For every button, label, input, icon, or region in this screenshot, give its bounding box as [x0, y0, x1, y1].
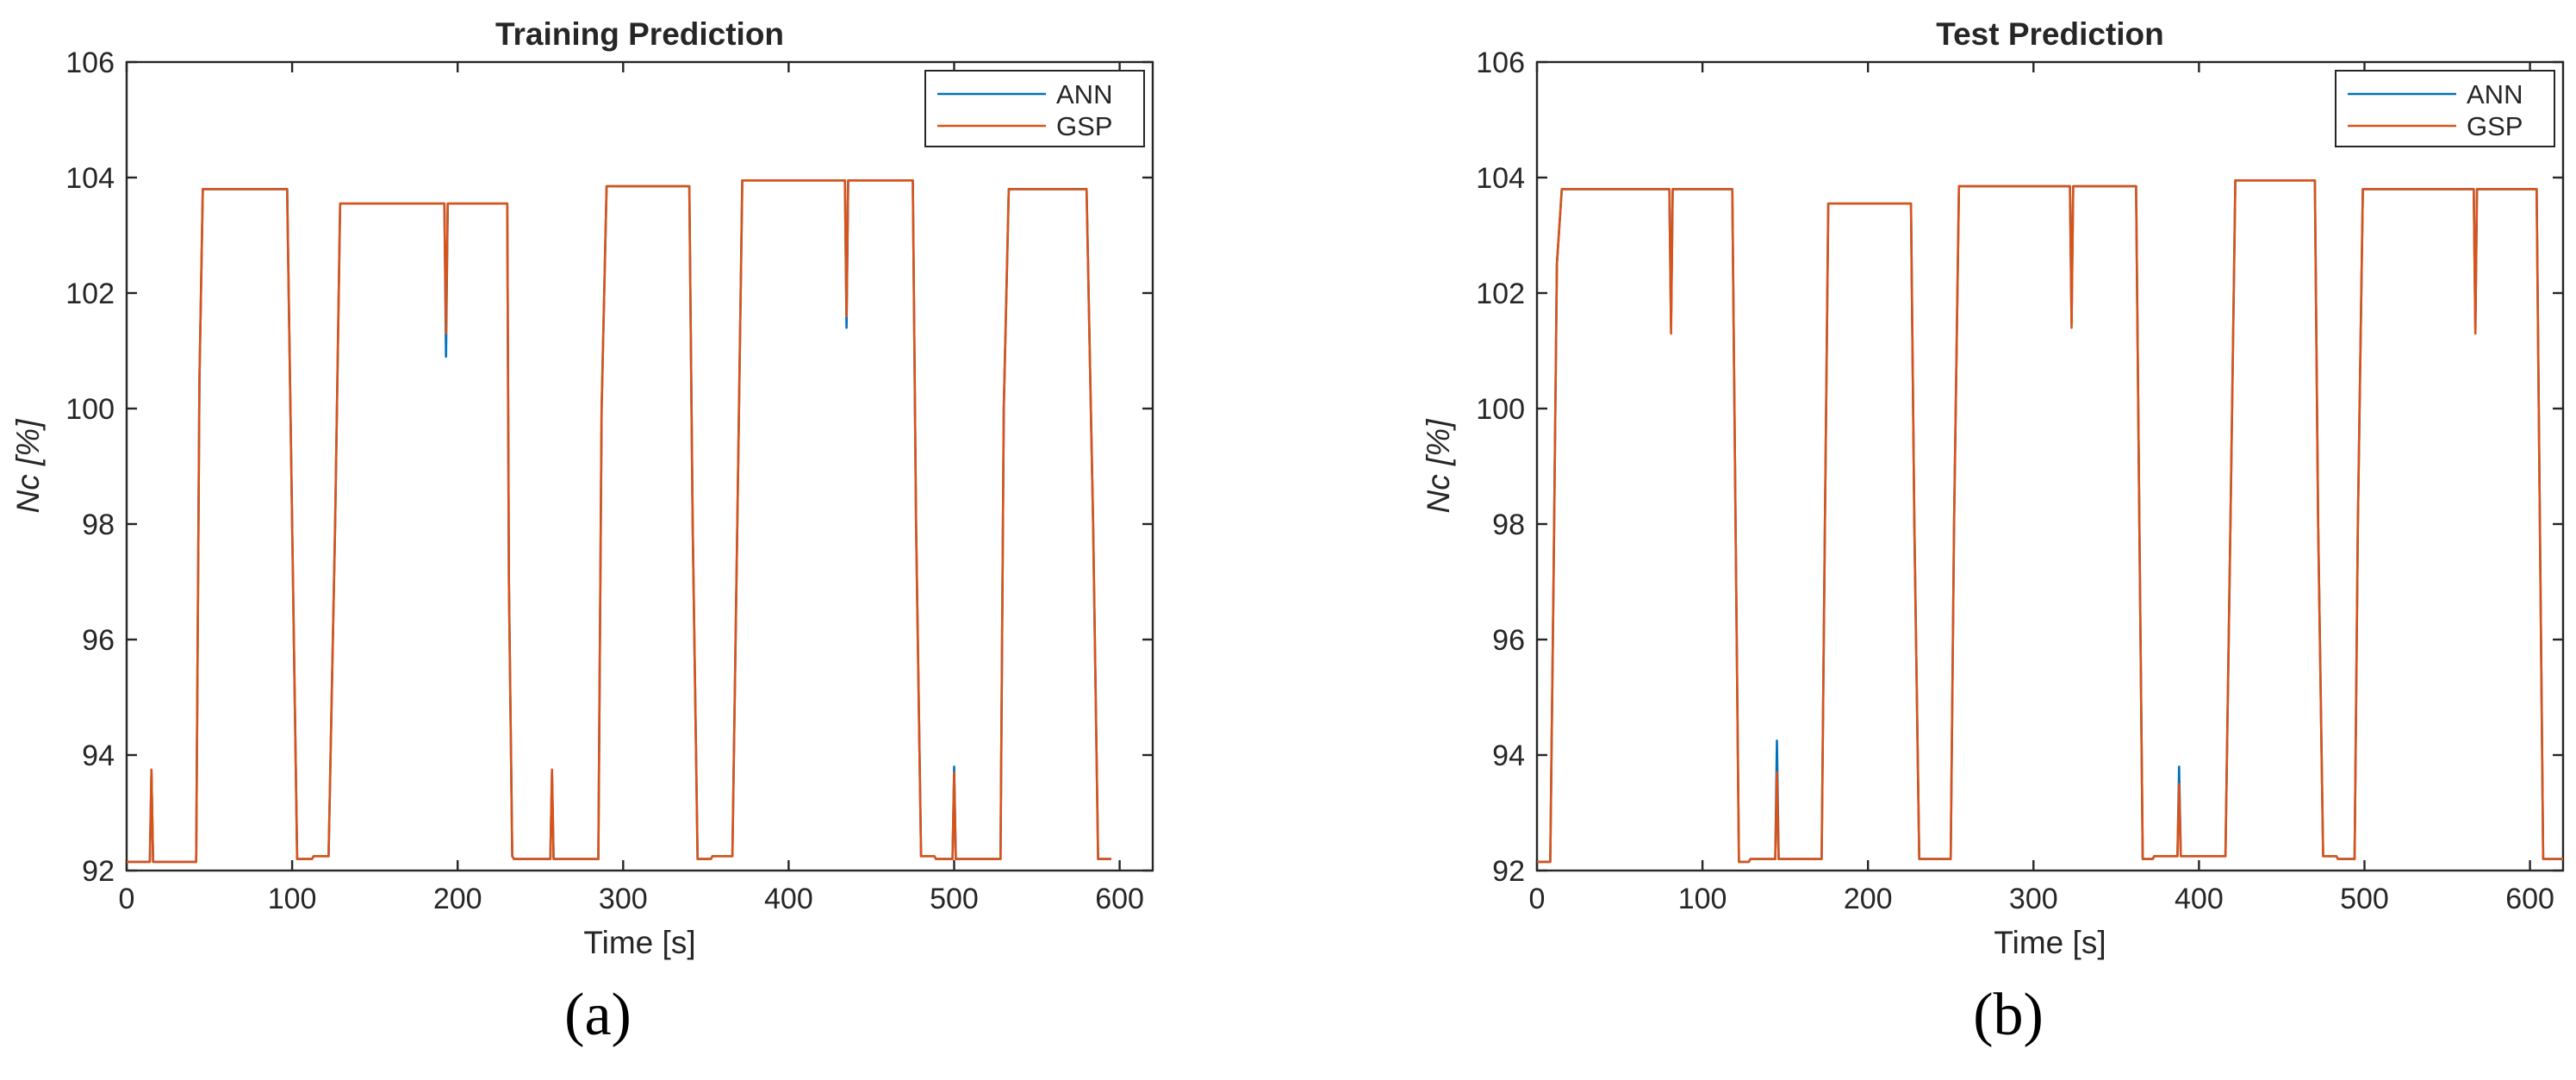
y-tick-label: 92	[82, 855, 115, 888]
y-tick-label: 104	[1476, 162, 1525, 195]
chart-test-prediction: 0 100 200 300 400 500 600 92 94 96 98 100 102 104 106 T…	[1421, 16, 2565, 960]
y-tick-label: 100	[1476, 393, 1525, 426]
legend-box	[2335, 70, 2555, 147]
y-tick-label: 96	[1492, 624, 1525, 657]
x-tick-label: 400	[2175, 883, 2224, 915]
plot-area-frame	[1535, 60, 2565, 872]
legend-label-gsp: GSP	[2467, 111, 2523, 141]
y-tick-label: 104	[65, 162, 115, 195]
chart-title: Test Prediction	[1936, 16, 2164, 52]
y-axis-label: Nc [%]	[1421, 419, 1456, 514]
x-tick-label: 100	[268, 883, 317, 915]
chart-title: Training Prediction	[495, 16, 784, 52]
series-line-gsp	[1537, 179, 2563, 864]
x-tick-label: 300	[2009, 883, 2058, 915]
legend-label-ann: ANN	[2467, 79, 2523, 109]
y-axis-label: Nc [%]	[10, 419, 46, 514]
x-tick-label: 300	[599, 883, 648, 915]
legend-label-ann: ANN	[1056, 79, 1112, 109]
x-tick-label: 200	[433, 883, 482, 915]
y-tick-label: 98	[82, 509, 115, 541]
y-tick-label: 102	[65, 278, 115, 310]
y-tick-label: 94	[82, 740, 115, 772]
legend-label-gsp: GSP	[1056, 111, 1112, 141]
legend-box	[924, 70, 1145, 147]
x-tick-label: 500	[2340, 883, 2389, 915]
chart-training-prediction: 0 100 200 300 400 500 600 92 94 96 98 100 102 104 106 T…	[10, 16, 1154, 960]
x-tick-label: 500	[930, 883, 979, 915]
plot-area-frame	[125, 60, 1154, 872]
y-tick-label: 94	[1492, 740, 1525, 772]
panel-label-b: (b)	[1973, 982, 2044, 1048]
x-tick-label: 600	[1095, 883, 1144, 915]
x-tick-label: 0	[1529, 883, 1546, 915]
x-axis-label: Time [s]	[583, 925, 695, 960]
y-tick-label: 100	[65, 393, 115, 426]
panel-label-a: (a)	[564, 982, 632, 1048]
y-tick-label: 106	[1476, 47, 1525, 79]
y-tick-label: 106	[65, 47, 115, 79]
series-line-gsp	[127, 179, 1111, 864]
y-tick-label: 102	[1476, 278, 1525, 310]
y-tick-label: 98	[1492, 509, 1525, 541]
x-tick-label: 0	[119, 883, 135, 915]
x-tick-label: 100	[1678, 883, 1727, 915]
y-tick-label: 96	[82, 624, 115, 657]
y-tick-label: 92	[1492, 855, 1525, 888]
x-tick-label: 600	[2505, 883, 2554, 915]
x-tick-label: 200	[1844, 883, 1893, 915]
x-tick-label: 400	[764, 883, 813, 915]
x-axis-label: Time [s]	[1994, 925, 2106, 960]
